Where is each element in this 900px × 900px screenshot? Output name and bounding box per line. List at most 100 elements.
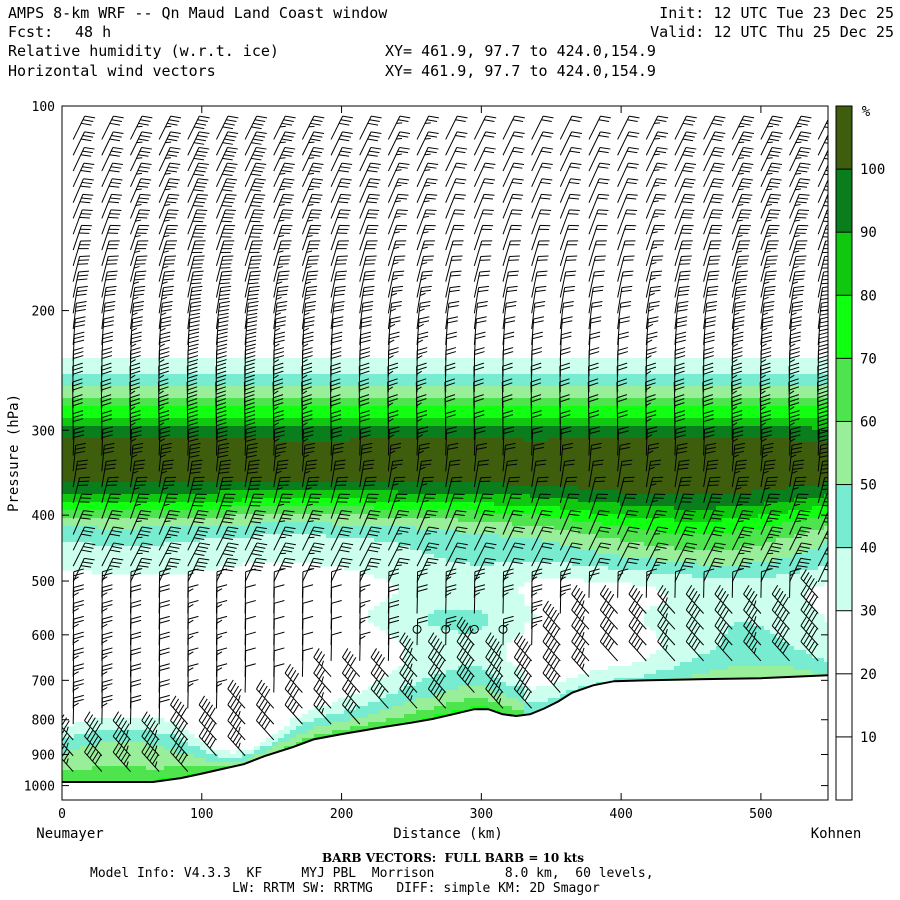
rh-cell <box>212 546 219 551</box>
rh-cell <box>320 438 327 443</box>
rh-cell <box>86 374 93 379</box>
rh-cell <box>206 498 213 503</box>
rh-cell <box>320 434 327 439</box>
rh-cell <box>80 398 87 403</box>
rh-cell <box>380 686 387 691</box>
rh-cell <box>170 738 177 743</box>
rh-cell <box>296 542 303 547</box>
rh-cell <box>176 754 183 759</box>
rh-cell <box>122 438 129 443</box>
rh-cell <box>188 758 195 763</box>
rh-cell <box>206 442 213 447</box>
rh-cell <box>416 422 423 427</box>
rh-cell <box>416 522 423 527</box>
rh-cell <box>248 458 255 463</box>
rh-cell <box>218 466 225 471</box>
rh-cell <box>200 438 207 443</box>
rh-cell <box>110 470 117 475</box>
rh-cell <box>434 506 441 511</box>
rh-cell <box>404 510 411 515</box>
rh-cell <box>200 526 207 531</box>
rh-cell <box>212 754 219 759</box>
rh-cell <box>182 422 189 427</box>
rh-cell <box>422 658 429 663</box>
rh-cell <box>146 406 153 411</box>
rh-cell <box>218 762 225 767</box>
rh-cell <box>146 434 153 439</box>
rh-cell <box>374 438 381 443</box>
rh-cell <box>62 438 69 443</box>
rh-cell <box>134 398 141 403</box>
rh-cell <box>86 462 93 467</box>
rh-cell <box>302 538 309 543</box>
rh-cell <box>398 502 405 507</box>
rh-cell <box>326 458 333 463</box>
rh-cell <box>212 386 219 391</box>
rh-cell <box>416 654 423 659</box>
rh-cell <box>206 410 213 415</box>
rh-cell <box>122 558 129 563</box>
rh-cell <box>170 530 177 535</box>
rh-cell <box>74 530 81 535</box>
rh-cell <box>398 482 405 487</box>
rh-cell <box>176 570 183 575</box>
rh-cell <box>62 442 69 447</box>
rh-cell <box>326 494 333 499</box>
rh-cell <box>290 538 297 543</box>
rh-cell <box>392 698 399 703</box>
rh-cell <box>428 430 435 435</box>
rh-cell <box>404 386 411 391</box>
rh-cell <box>374 494 381 499</box>
rh-cell <box>242 534 249 539</box>
rh-cell <box>410 642 417 647</box>
rh-cell <box>74 494 81 499</box>
rh-cell <box>98 550 105 555</box>
rh-cell <box>164 550 171 555</box>
rh-cell <box>266 490 273 495</box>
rh-cell <box>338 402 345 407</box>
rh-cell <box>392 606 399 611</box>
rh-cell <box>116 374 123 379</box>
rh-cell <box>212 486 219 491</box>
rh-cell <box>188 554 195 559</box>
rh-cell <box>368 554 375 559</box>
rh-cell <box>350 534 357 539</box>
rh-cell <box>86 386 93 391</box>
rh-cell <box>104 458 111 463</box>
rh-cell <box>362 506 369 511</box>
rh-cell <box>92 498 99 503</box>
rh-cell <box>428 502 435 507</box>
rh-cell <box>152 394 159 399</box>
rh-cell <box>344 366 351 371</box>
rh-cell <box>134 390 141 395</box>
rh-cell <box>266 382 273 387</box>
rh-cell <box>68 502 75 507</box>
rh-cell <box>296 558 303 563</box>
rh-cell <box>164 762 171 767</box>
rh-cell <box>410 434 417 439</box>
rh-cell <box>242 550 249 555</box>
rh-cell <box>344 550 351 555</box>
rh-cell <box>242 522 249 527</box>
rh-cell <box>332 546 339 551</box>
rh-cell <box>398 358 405 363</box>
rh-cell <box>260 410 267 415</box>
rh-cell <box>188 522 195 527</box>
rh-cell <box>152 490 159 495</box>
rh-cell <box>62 378 69 383</box>
rh-cell <box>392 542 399 547</box>
rh-cell <box>194 486 201 491</box>
rh-cell <box>380 470 387 475</box>
rh-cell <box>158 414 165 419</box>
rh-cell <box>98 470 105 475</box>
rh-cell <box>326 362 333 367</box>
rh-cell <box>410 478 417 483</box>
rh-cell <box>146 454 153 459</box>
rh-cell <box>392 502 399 507</box>
rh-cell <box>284 398 291 403</box>
rh-cell <box>380 410 387 415</box>
rh-cell <box>338 426 345 431</box>
rh-cell <box>164 422 171 427</box>
rh-cell <box>122 546 129 551</box>
rh-cell <box>164 554 171 559</box>
